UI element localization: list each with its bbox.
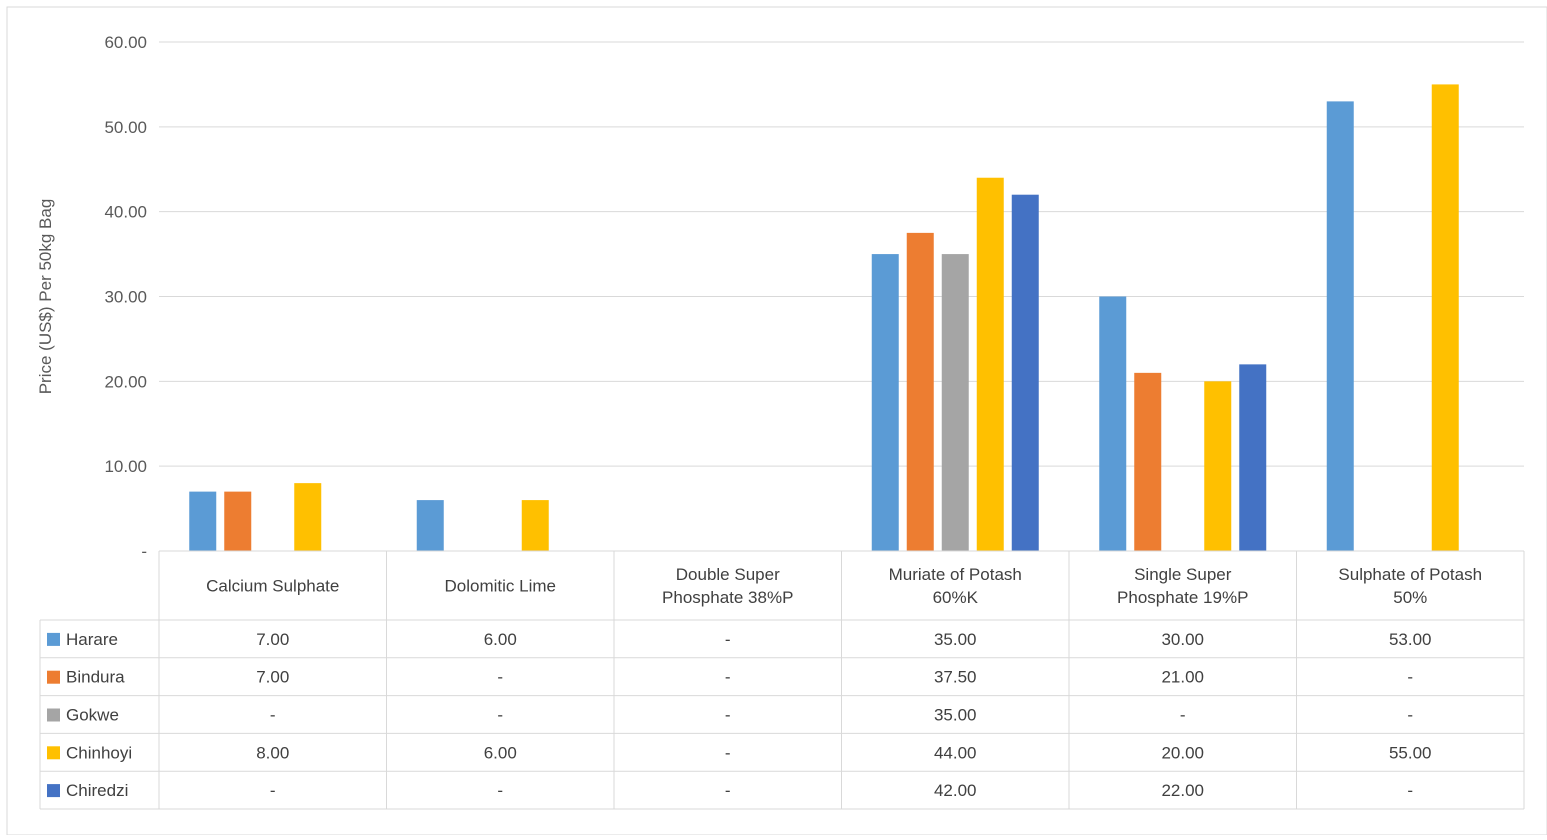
bar-chinhoyi xyxy=(1204,381,1232,551)
legend-label: Bindura xyxy=(66,668,125,687)
table-cell-value: 42.00 xyxy=(934,781,977,800)
legend-swatch-chinhoyi xyxy=(47,746,60,760)
bar-harare xyxy=(416,500,444,551)
y-tick-label: 40.00 xyxy=(104,203,147,222)
legend-swatch-harare xyxy=(47,632,60,646)
table-cell-value: - xyxy=(1407,668,1413,687)
x-category-label: Muriate of Potash 60%K xyxy=(889,565,1022,607)
table-cell-value: 7.00 xyxy=(256,668,289,687)
bar-chinhoyi xyxy=(976,177,1004,551)
table-cell-value: 35.00 xyxy=(934,706,977,725)
x-category-label: Calcium Sulphate xyxy=(206,577,339,596)
table-cell-value: 8.00 xyxy=(256,743,289,762)
y-tick-label: - xyxy=(141,542,147,561)
bar-harare xyxy=(871,254,899,552)
table-cell-value: 20.00 xyxy=(1161,743,1204,762)
x-category-label-line: Single Super xyxy=(1134,565,1232,584)
table-cell-value: - xyxy=(497,668,503,687)
table-cell-value: - xyxy=(1407,781,1413,800)
bar-chinhoyi xyxy=(1431,84,1459,552)
x-category-label-line: Double Super xyxy=(676,565,780,584)
table-cell-value: 21.00 xyxy=(1161,668,1204,687)
bar-bindura xyxy=(1134,372,1162,551)
x-category-label: Single Super Phosphate 19%P xyxy=(1117,565,1248,607)
y-tick-label: 10.00 xyxy=(104,457,147,476)
bar-chinhoyi xyxy=(521,500,549,551)
x-category-label-line: Dolomitic Lime xyxy=(445,577,556,596)
table-cell-value: - xyxy=(497,781,503,800)
x-category-label-line: Muriate of Potash xyxy=(889,565,1022,584)
table-cell-value: - xyxy=(1407,706,1413,725)
table-cell-value: 7.00 xyxy=(256,630,289,649)
table-cell-value: 37.50 xyxy=(934,668,977,687)
y-axis-label: Price (US$) Per 50kg Bag xyxy=(36,199,55,395)
x-category-label-line: Phosphate 38%P xyxy=(662,588,793,607)
bar-gokwe xyxy=(941,254,969,552)
legend-label: Gokwe xyxy=(66,706,119,725)
bar-harare xyxy=(1099,296,1127,551)
bar-chinhoyi xyxy=(294,483,322,551)
table-cell-value: - xyxy=(1180,706,1186,725)
bar-bindura xyxy=(906,232,934,551)
y-tick-label: 20.00 xyxy=(104,372,147,391)
table-cell-value: 44.00 xyxy=(934,743,977,762)
table-cell-value: - xyxy=(270,781,276,800)
bar-chiredzi xyxy=(1239,364,1267,551)
table-cell-value: - xyxy=(725,630,731,649)
table-cell-value: 53.00 xyxy=(1389,630,1432,649)
table-cell-value: - xyxy=(725,743,731,762)
y-tick-label: 30.00 xyxy=(104,288,147,307)
table-cell-value: - xyxy=(725,706,731,725)
x-category-label: Sulphate of Potash 50% xyxy=(1338,565,1482,607)
bar-harare xyxy=(189,491,217,551)
legend-swatch-chiredzi xyxy=(47,784,60,798)
bar-harare xyxy=(1326,101,1354,551)
legend-swatch-bindura xyxy=(47,670,60,684)
x-category-label-line: 50% xyxy=(1393,588,1427,607)
x-category-label-line: Phosphate 19%P xyxy=(1117,588,1248,607)
table-cell-value: 22.00 xyxy=(1161,781,1204,800)
table-cell-value: - xyxy=(725,668,731,687)
table-cell-value: 35.00 xyxy=(934,630,977,649)
x-category-label-line: Calcium Sulphate xyxy=(206,577,339,596)
x-category-label-line: Sulphate of Potash xyxy=(1338,565,1482,584)
table-cell-value: 6.00 xyxy=(484,743,517,762)
table-cell-value: - xyxy=(270,706,276,725)
bar-bindura xyxy=(224,491,252,551)
legend-label: Harare xyxy=(66,630,118,649)
bar-chiredzi xyxy=(1011,194,1039,551)
y-tick-label: 60.00 xyxy=(104,33,147,52)
x-category-label-line: 60%K xyxy=(933,588,979,607)
table-cell-value: - xyxy=(497,706,503,725)
chart-frame xyxy=(6,6,1547,836)
table-cell-value: 30.00 xyxy=(1161,630,1204,649)
legend-label: Chinhoyi xyxy=(66,743,132,762)
x-category-label: Double Super Phosphate 38%P xyxy=(662,565,793,607)
table-cell-value: 6.00 xyxy=(484,630,517,649)
y-tick-label: 50.00 xyxy=(104,118,147,137)
legend-swatch-gokwe xyxy=(47,708,60,722)
legend-label: Chiredzi xyxy=(66,781,128,800)
table-cell-value: 55.00 xyxy=(1389,743,1432,762)
table-cell-value: - xyxy=(725,781,731,800)
x-category-label: Dolomitic Lime xyxy=(445,577,556,596)
